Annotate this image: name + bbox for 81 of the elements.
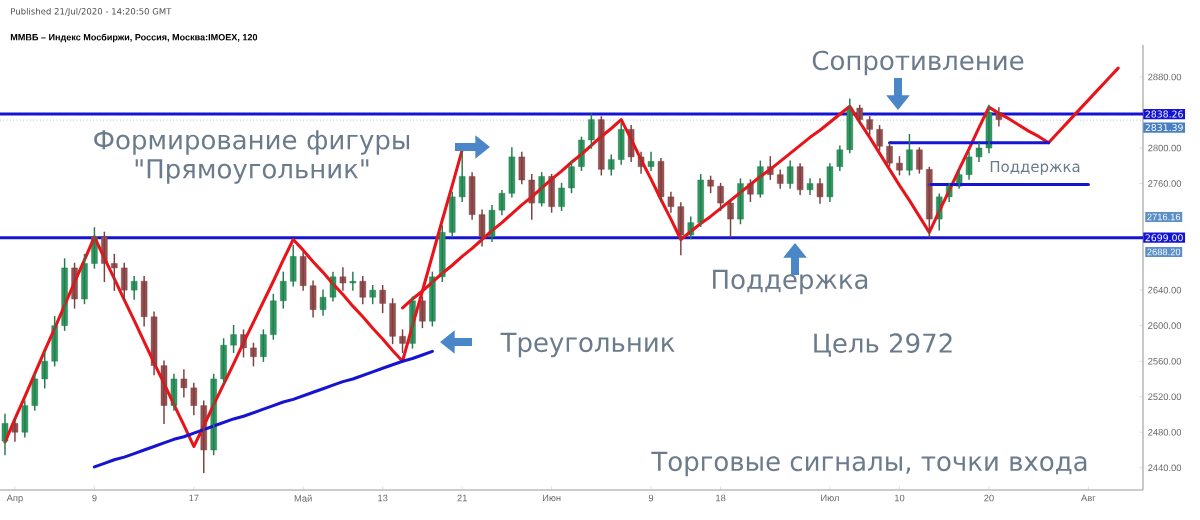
y-tick-label: 2800.00 [1148,144,1182,152]
annotation: Поддержка [713,269,868,295]
candlestick [498,189,506,216]
annotation: Сопротивление [812,50,1024,76]
candlestick [886,142,893,167]
candlestick [697,173,704,227]
candlestick [478,209,486,247]
annotation: Поддержка [990,160,1080,175]
x-tick-label: Июл [821,494,839,502]
candlestick [111,253,118,291]
candlestick [568,160,575,194]
y-tick-label: 2760.00 [1148,180,1182,187]
candlestick [727,200,734,238]
annotation: Цель 2972 [814,333,952,357]
candlestick [508,147,516,198]
candlestick [926,166,933,238]
candlestick [379,284,386,314]
ref-line-label: 2838.26 [1145,110,1183,118]
candlestick [717,182,724,211]
candlestick [558,182,565,211]
x-tick-label: 13 [378,494,388,502]
text: 2716.16 [1147,213,1181,221]
candlestick [468,172,476,220]
y-tick-label: 2560.00 [1148,357,1182,365]
candlestick [608,154,615,176]
candlestick [339,267,347,291]
candlestick [588,113,595,149]
candlestick [260,329,267,362]
candlestick [230,324,237,354]
y-tick-label: 2600.00 [1148,322,1182,329]
x-tick-label: Май [294,494,312,502]
candlestick [796,163,804,195]
candlestick [965,151,973,180]
candlestick [280,271,287,309]
y-tick-label: 2440.00 [1148,464,1182,472]
candlestick [806,178,814,195]
candlestick [449,191,456,238]
annotation: Формирование фигуры "Прямоугольник" [94,130,410,184]
text: Published 21/Jul/2020 - 14:20:50 GMT [11,7,172,17]
x-tick-label: 17 [189,494,199,502]
y-tick-label: 2480.00 [1148,428,1182,436]
x-tick-label: 21 [457,494,467,502]
y-tick-label: 2640.00 [1148,286,1182,294]
x-tick-label: 20 [984,494,994,502]
x-tick-label: Июн [542,494,561,502]
candlestick [399,329,406,354]
candlestick [647,151,655,171]
candlestick [916,147,923,174]
candlestick [349,271,357,291]
candlestick [81,253,88,305]
x-tick-label: 9 [92,494,97,502]
ref-line-label: 2699.00 [1145,234,1183,242]
candlestick [319,289,327,316]
x-tick-label: 9 [648,494,654,502]
candlestick [41,351,48,389]
ref-line-label: 2831.39 [1145,124,1183,132]
x-tick-label: 18 [716,494,726,502]
candlestick [667,191,675,213]
candlestick [826,163,834,203]
annotation: Торговые сигналы, точки входа [651,451,1087,477]
candlestick [270,293,277,340]
x-tick-label: 10 [895,494,905,502]
x-tick-label: Авг [1081,494,1096,502]
candlestick [180,369,188,398]
annotation: Треугольник [500,332,675,358]
candlestick [250,342,257,367]
candlestick [906,133,913,176]
candlestick [140,276,148,327]
x-tick-label: Апр [6,494,23,504]
candlestick [309,280,317,318]
chart-title: ММВБ – Индекс Мосбиржи, Россия, Москва:IMOEX, 120 [10,33,258,43]
candlestick [876,125,883,151]
candlestick [389,298,396,345]
candlestick [121,262,128,300]
candlestick [220,338,227,385]
candlestick [419,296,426,329]
y-tick-label: 2880.00 [1148,73,1182,81]
candlestick [975,142,983,163]
candlestick [816,178,824,204]
text: 2688.20 [1147,248,1181,256]
y-tick-label: 2520.00 [1148,393,1182,401]
